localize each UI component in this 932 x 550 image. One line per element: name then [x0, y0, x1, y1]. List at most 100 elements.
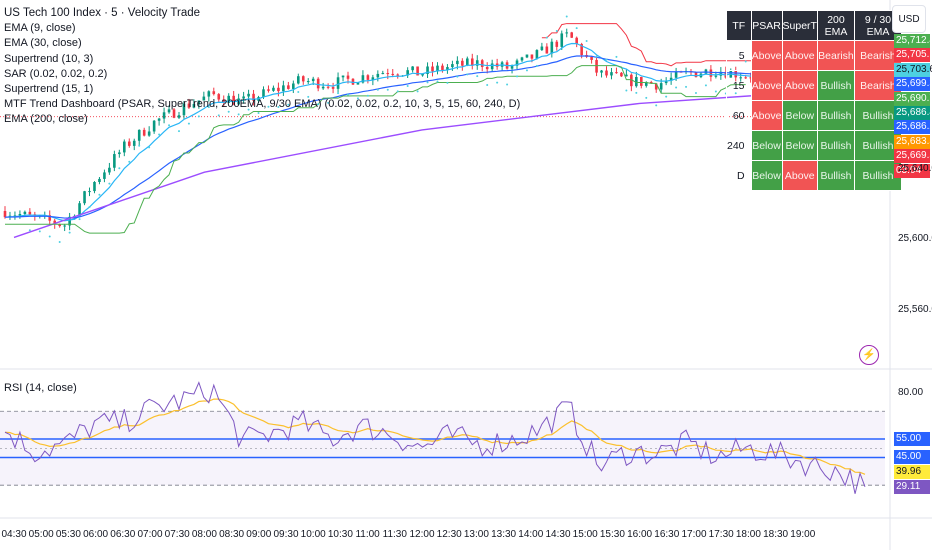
candle-body — [709, 69, 713, 77]
dashboard-cell-ema930: Bullish — [853, 130, 902, 161]
candle-body — [570, 32, 574, 38]
sar-dot — [187, 122, 190, 125]
price-tag: 03:04 — [894, 163, 930, 178]
candle-body — [664, 80, 668, 84]
sar-dot — [575, 27, 578, 30]
rsi-tag: 29.11 — [894, 479, 930, 494]
ema30-line — [4, 55, 866, 219]
indicator-supertrend-15-1[interactable]: Supertrend (15, 1) — [4, 83, 94, 96]
supertrend-bull-line — [5, 65, 746, 234]
candle-body — [535, 50, 539, 59]
time-axis-tick: 04:30 — [1, 529, 26, 540]
dashboard-cell-ema200: Bullish — [816, 160, 855, 191]
time-axis-tick: 13:30 — [491, 529, 516, 540]
candle-body — [590, 56, 593, 60]
candle-body — [411, 66, 414, 71]
candle-body — [441, 65, 444, 71]
candle-body — [127, 141, 131, 146]
candle-body — [540, 46, 544, 51]
time-axis-tick: 12:30 — [437, 529, 462, 540]
rsi-tag: 55.00 — [894, 432, 930, 446]
candle-body — [510, 65, 514, 69]
sar-dot — [108, 182, 111, 185]
candle-body — [3, 211, 7, 218]
price-tag: 25,686.40 — [894, 105, 932, 120]
dashboard-header-tf: TF — [726, 10, 752, 41]
sar-dot — [535, 64, 538, 67]
sar-dot — [516, 75, 519, 78]
candle-body — [525, 54, 529, 58]
candle-body — [480, 60, 484, 67]
dashboard-cell-ema200: Bearish — [816, 40, 855, 71]
sar-dot — [625, 89, 628, 92]
indicator-ema200[interactable]: EMA (200, close) — [4, 113, 88, 126]
candle-body — [58, 224, 61, 227]
candle-body — [421, 73, 424, 76]
rsi-tag: 45.00 — [894, 450, 930, 465]
dashboard-cell-supert: Below — [781, 100, 818, 131]
candle-body — [242, 96, 245, 99]
sar-dot — [645, 96, 648, 99]
candle-body — [232, 95, 235, 105]
sar-dot — [665, 95, 668, 98]
time-axis-tick: 11:30 — [383, 529, 408, 540]
candle-body — [669, 77, 673, 81]
candle-body — [416, 66, 419, 76]
candle-body — [456, 60, 459, 65]
dashboard-cell-tf: 240 — [726, 130, 752, 161]
candle-body — [311, 78, 315, 82]
candle-body — [53, 220, 57, 225]
candle-body — [137, 129, 141, 141]
indicator-mtf-dashboard[interactable]: MTF Trend Dashboard (PSAR, SuperTrend, 2… — [4, 98, 521, 111]
sar-dot — [347, 93, 350, 96]
sar-dot — [694, 91, 697, 94]
candle-body — [182, 103, 186, 116]
candle-body — [595, 59, 598, 73]
dashboard-cell-ema200: Bullish — [816, 130, 855, 161]
sar-dot — [386, 88, 389, 91]
time-axis-tick: 10:30 — [328, 529, 353, 540]
dashboard-header-row: TF PSAR SuperT 200 EMA 9 / 30 EMA — [726, 10, 902, 41]
candle-body — [93, 181, 96, 192]
candle-body — [520, 57, 524, 61]
dashboard-cell-tf: 60 — [726, 100, 752, 131]
rsi-legend[interactable]: RSI (14, close) — [4, 382, 77, 394]
candle-body — [326, 86, 330, 88]
time-axis-tick: 15:00 — [573, 529, 598, 540]
candle-body — [68, 216, 71, 226]
time-axis-tick: 07:30 — [165, 529, 190, 540]
sar-dot — [376, 88, 379, 91]
sar-dot — [68, 231, 71, 234]
candle-body — [371, 77, 375, 80]
price-tag: 25,712.44 — [894, 33, 932, 48]
candle-body — [123, 141, 126, 153]
symbol-title[interactable]: US Tech 100 Index · 5 · Velocity Trade — [4, 7, 201, 19]
sar-dot — [118, 167, 121, 170]
time-axis-tick: 18:00 — [736, 529, 761, 540]
dashboard-cell-psar: Below — [750, 160, 783, 191]
candle-body — [321, 86, 325, 89]
time-axis-tick: 10:00 — [301, 529, 326, 540]
candle-body — [98, 178, 101, 182]
indicator-supertrend-10-3[interactable]: Supertrend (10, 3) — [4, 52, 94, 65]
indicator-ema9[interactable]: EMA (9, close) — [4, 22, 76, 35]
time-axis-tick: 05:00 — [29, 529, 54, 540]
candle-body — [550, 41, 554, 54]
sar-dot — [426, 81, 429, 84]
candle-body — [625, 74, 628, 77]
sar-dot — [366, 94, 369, 97]
sar-dot — [128, 160, 131, 163]
candle-body — [197, 100, 201, 104]
lightning-icon[interactable]: ⚡ — [859, 345, 879, 365]
indicator-sar[interactable]: SAR (0.02, 0.02, 0.2) — [4, 67, 108, 80]
sar-dot — [456, 75, 459, 78]
candle-body — [282, 85, 285, 92]
price-tag: 25,669.50 — [894, 149, 932, 164]
candle-body — [635, 76, 638, 87]
candle-body — [436, 65, 439, 72]
indicator-ema30[interactable]: EMA (30, close) — [4, 37, 82, 50]
currency-button[interactable]: USD — [892, 5, 926, 33]
candle-body — [341, 75, 345, 78]
sar-dot — [595, 55, 598, 58]
